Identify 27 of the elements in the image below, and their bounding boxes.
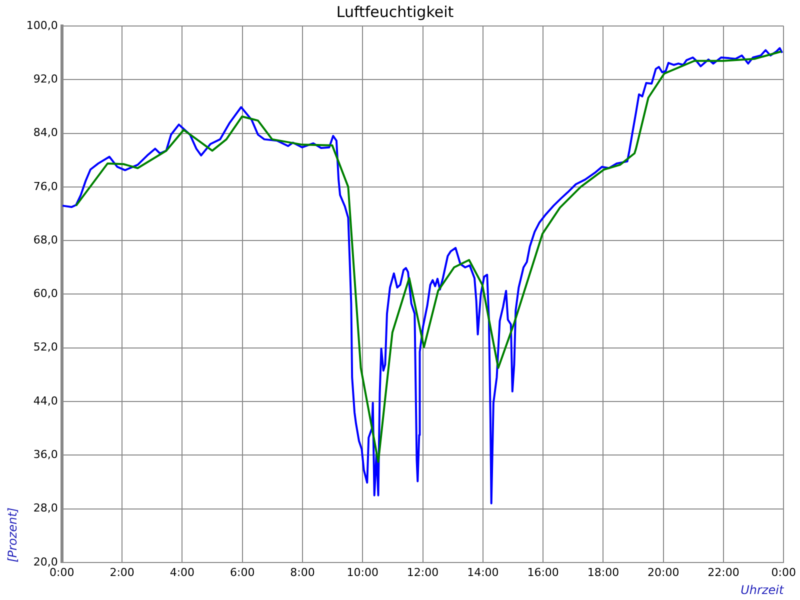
x-tick-label: 10:00 xyxy=(346,566,378,579)
x-tick-label: 8:00 xyxy=(290,566,315,579)
x-tick-label: 22:00 xyxy=(708,566,740,579)
y-tick-label: 100,0 xyxy=(26,18,58,32)
y-tick-label: 20,0 xyxy=(33,555,58,568)
x-tick-label: 18:00 xyxy=(587,566,620,579)
x-tick-label: 6:00 xyxy=(230,566,255,579)
y-tick-label: 52,0 xyxy=(33,340,58,354)
x-tick-label: 2:00 xyxy=(110,566,134,579)
y-tick-label: 60,0 xyxy=(33,287,58,300)
y-tick-label: 76,0 xyxy=(33,180,58,193)
x-axis-title: Uhrzeit xyxy=(740,582,785,597)
x-tick-label: 12:00 xyxy=(406,566,439,579)
y-tick-label: 36,0 xyxy=(33,448,58,461)
y-axis-title: [Prozent] xyxy=(5,507,20,562)
x-tick-label: 14:00 xyxy=(467,566,499,579)
x-tick-label: 0:00 xyxy=(50,566,74,579)
x-tick-label: 0:00 xyxy=(771,566,796,579)
x-tick-label: 20:00 xyxy=(648,566,680,579)
y-tick-label: 68,0 xyxy=(33,233,58,246)
y-tick-label: 28,0 xyxy=(33,502,58,515)
x-tick-label: 16:00 xyxy=(527,566,559,579)
x-tick-label: 4:00 xyxy=(170,566,195,579)
y-tick-label: 44,0 xyxy=(33,394,58,408)
y-tick-label: 92,0 xyxy=(33,72,58,86)
y-tick-label: 84,0 xyxy=(33,126,58,140)
chart-title: Luftfeuchtigkeit xyxy=(336,2,454,21)
